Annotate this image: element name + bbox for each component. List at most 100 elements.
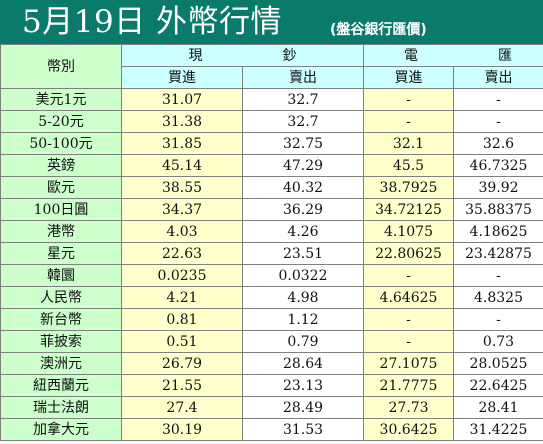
cash-buy-cell: 26.79 [121, 352, 243, 375]
cash-sell-header: 賣出 [242, 66, 364, 89]
cash-buy-cell: 31.38 [121, 110, 243, 133]
currency-name: 菲披索 [0, 330, 122, 353]
tt-buy-cell: 30.6425 [363, 418, 454, 441]
currency-name: 歐元 [0, 176, 122, 199]
currency-name: 韓圜 [0, 264, 122, 287]
tt-buy-cell: 27.73 [363, 396, 454, 419]
tt-sell-cell: 22.6425 [453, 374, 543, 397]
cash-buy-cell: 31.07 [121, 88, 243, 111]
cash-group-char-2: 鈔 [282, 47, 297, 64]
tt-group-char-2: 匯 [498, 47, 512, 64]
cash-sell-cell: 1.12 [242, 308, 364, 331]
cash-sell-cell: 23.13 [242, 374, 364, 397]
currency-name: 50-100元 [0, 132, 122, 155]
currency-name: 新台幣 [0, 308, 122, 331]
cash-buy-cell: 45.14 [121, 154, 243, 177]
tt-sell-cell: 4.8325 [453, 286, 543, 309]
tt-buy-cell: 32.1 [363, 132, 454, 155]
currency-name: 星元 [0, 242, 122, 265]
cash-buy-header: 買進 [121, 66, 243, 89]
table-row: 50-100元 31.85 32.75 32.1 32.6 [0, 132, 543, 155]
cash-group-char-1: 現 [188, 47, 203, 64]
table-row: 韓圜 0.0235 0.0322- - [0, 264, 543, 287]
cash-sell-cell: 4.26 [242, 220, 364, 243]
cash-sell-cell: 32.7 [242, 88, 364, 111]
table-row: 5-20元 31.38 32.7- - [0, 110, 543, 133]
cash-sell-cell: 0.79 [242, 330, 364, 353]
header-bar: 5月19日 外幣行情 (盤谷銀行匯價) [0, 0, 543, 44]
table-row: 美元1元 31.07 32.7- - [0, 88, 543, 111]
page-title: 5月19日 外幣行情 [22, 4, 283, 40]
currency-name: 人民幣 [0, 286, 122, 309]
table-row: 瑞士法朗 27.4 28.49 27.73 28.41 [0, 396, 543, 419]
tt-buy-cell: - [363, 308, 454, 331]
currency-name: 美元1元 [0, 88, 122, 111]
cash-sell-cell: 40.32 [242, 176, 364, 199]
tt-sell-cell: 4.18625 [453, 220, 543, 243]
currency-name: 5-20元 [0, 110, 122, 133]
tt-sell-cell: 32.6 [453, 132, 543, 155]
tt-sell-cell: 28.0525 [453, 352, 543, 375]
tt-sell-cell: 23.42875 [453, 242, 543, 265]
currency-name: 澳洲元 [0, 352, 122, 375]
table-row: 歐元 38.55 40.32 38.7925 39.92 [0, 176, 543, 199]
cash-sell-cell: 36.29 [242, 198, 364, 221]
cash-buy-cell: 21.55 [121, 374, 243, 397]
rates-table: 幣別 現鈔 電匯 買進 賣出 買進 賣出 美元1元 31.07 32.7- -5-20… [0, 44, 543, 441]
tt-buy-header: 買進 [363, 66, 454, 89]
tt-buy-cell: 34.72125 [363, 198, 454, 221]
tt-buy-cell: - [363, 88, 454, 111]
tt-sell-cell: 46.7325 [453, 154, 543, 177]
cash-buy-cell: 0.0235 [121, 264, 243, 287]
cash-sell-cell: 47.29 [242, 154, 364, 177]
cash-sell-cell: 23.51 [242, 242, 364, 265]
tt-buy-cell: 27.1075 [363, 352, 454, 375]
table-row: 100日圓 34.37 36.29 34.72125 35.88375 [0, 198, 543, 221]
table-row: 港幣 4.03 4.26 4.1075 4.18625 [0, 220, 543, 243]
tt-group-char-1: 電 [404, 47, 418, 64]
cash-buy-cell: 34.37 [121, 198, 243, 221]
cash-buy-cell: 31.85 [121, 132, 243, 155]
tt-buy-cell: 22.80625 [363, 242, 454, 265]
cash-buy-cell: 0.51 [121, 330, 243, 353]
table-row: 菲披索 0.51 0.79-0.73 [0, 330, 543, 353]
tt-buy-cell: - [363, 264, 454, 287]
cash-sell-cell: 4.98 [242, 286, 364, 309]
tt-sell-cell: 39.92 [453, 176, 543, 199]
tt-sell-cell: - [453, 110, 543, 133]
tt-sell-cell: - [453, 308, 543, 331]
rate-rows: 美元1元 31.07 32.7- -5-20元 31.38 32.7- -50-100元 31… [0, 88, 543, 441]
table-row: 澳洲元 26.79 28.64 27.1075 28.0525 [0, 352, 543, 375]
tt-sell-header: 賣出 [453, 66, 543, 89]
cash-group-header: 現鈔 [121, 44, 364, 67]
table-row: 英鎊 45.14 47.29 45.5 46.7325 [0, 154, 543, 177]
currency-name: 紐西蘭元 [0, 374, 122, 397]
cash-sell-cell: 31.53 [242, 418, 364, 441]
tt-buy-cell: - [363, 330, 454, 353]
table-row: 星元 22.63 23.51 22.80625 23.42875 [0, 242, 543, 265]
tt-buy-cell: 4.64625 [363, 286, 454, 309]
table-row: 加拿大元 30.19 31.53 30.6425 31.4225 [0, 418, 543, 441]
tt-buy-cell: - [363, 110, 454, 133]
currency-name: 港幣 [0, 220, 122, 243]
tt-sell-cell: 28.41 [453, 396, 543, 419]
cash-sell-cell: 28.64 [242, 352, 364, 375]
tt-sell-cell: - [453, 88, 543, 111]
cash-buy-cell: 38.55 [121, 176, 243, 199]
source-note: (盤谷銀行匯價) [330, 22, 427, 38]
tt-buy-cell: 45.5 [363, 154, 454, 177]
cash-buy-cell: 0.81 [121, 308, 243, 331]
table-row: 人民幣 4.21 4.98 4.64625 4.8325 [0, 286, 543, 309]
cash-buy-cell: 4.21 [121, 286, 243, 309]
currency-name: 瑞士法朗 [0, 396, 122, 419]
cash-buy-cell: 22.63 [121, 242, 243, 265]
cash-sell-cell: 32.75 [242, 132, 364, 155]
tt-sell-cell: 0.73 [453, 330, 543, 353]
cash-buy-cell: 4.03 [121, 220, 243, 243]
tt-buy-cell: 38.7925 [363, 176, 454, 199]
tt-sell-cell: - [453, 264, 543, 287]
cash-buy-cell: 27.4 [121, 396, 243, 419]
currency-name: 100日圓 [0, 198, 122, 221]
currency-column-header: 幣別 [0, 44, 122, 89]
